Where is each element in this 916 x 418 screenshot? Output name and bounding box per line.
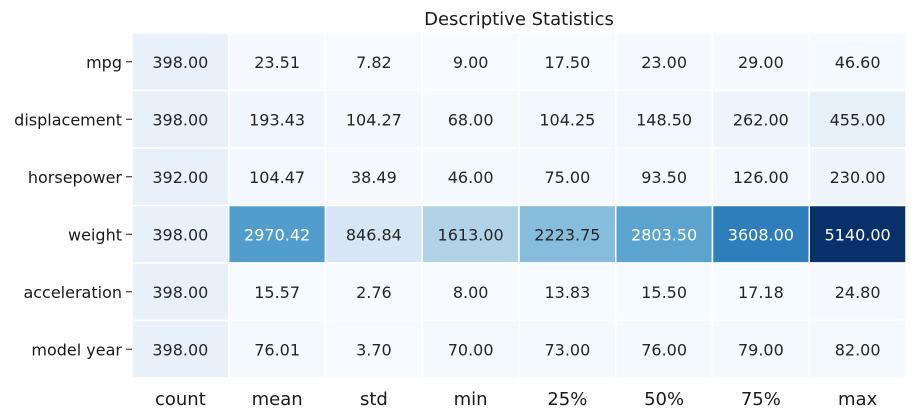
cell-value-label: 23.00 (641, 53, 687, 72)
heatmap-cell (711, 204, 810, 264)
heatmap-cell (324, 204, 423, 264)
cell-value-label: 15.57 (254, 283, 300, 302)
cell-value-label: 2970.42 (244, 225, 310, 244)
column-label: 75% (741, 389, 781, 410)
heatmap-cell (421, 89, 520, 149)
heatmap-cell (228, 89, 327, 149)
cell-value-label: 5140.00 (825, 225, 891, 244)
cell-value-label: 193.43 (249, 110, 305, 129)
row-label: displacement (14, 110, 122, 129)
heatmap-cell (518, 147, 617, 207)
cell-value-label: 24.80 (835, 283, 881, 302)
heatmap-cell (421, 262, 520, 322)
cell-value-label: 76.01 (254, 340, 300, 359)
cell-value-label: 148.50 (636, 110, 692, 129)
heatmap-cell (615, 32, 714, 92)
cell-value-label: 46.00 (448, 168, 494, 187)
heatmap-cell (808, 89, 907, 149)
cell-value-label: 7.82 (356, 53, 392, 72)
heatmap-cell (421, 147, 520, 207)
cell-value-label: 73.00 (544, 340, 590, 359)
column-label: mean (252, 389, 303, 410)
cell-value-label: 126.00 (733, 168, 789, 187)
row-label: weight (68, 225, 122, 244)
row-label: mpg (86, 53, 122, 72)
row-label: horsepower (28, 168, 123, 187)
cell-value-label: 75.00 (544, 168, 590, 187)
cell-value-label: 398.00 (152, 283, 208, 302)
cell-value-label: 3608.00 (728, 225, 794, 244)
cell-value-label: 398.00 (152, 225, 208, 244)
cell-value-label: 23.51 (254, 53, 300, 72)
row-label: model year (31, 340, 122, 359)
heatmap-cell (518, 204, 617, 264)
column-label: 50% (644, 389, 684, 410)
column-labels: count mean std min 25% 50% 75% max (155, 389, 878, 410)
cell-value-label: 2.76 (356, 283, 392, 302)
cell-value-label: 9.00 (453, 53, 489, 72)
cell-value-label: 76.00 (641, 340, 687, 359)
row-label: acceleration (23, 283, 122, 302)
heatmap-cell (324, 32, 423, 92)
cell-value-label: 398.00 (152, 53, 208, 72)
heatmap-cell (228, 32, 327, 92)
cell-value-label: 846.84 (346, 225, 402, 244)
cell-value-label: 104.47 (249, 168, 305, 187)
cell-value-label: 2223.75 (534, 225, 600, 244)
column-label: min (454, 389, 488, 410)
cell-value-label: 46.60 (835, 53, 881, 72)
cell-value-label: 38.49 (351, 168, 397, 187)
heatmap-cell (711, 147, 810, 207)
heatmap-cell (808, 32, 907, 92)
heatmap-cell (808, 147, 907, 207)
heatmap-cell (615, 319, 714, 379)
heatmap-cell (518, 262, 617, 322)
heatmap-cell (324, 319, 423, 379)
heatmap-cells: 398.00 23.51 7.82 9.00 17.50 23.00 29.00 46.60 3… (131, 32, 907, 379)
heatmap-cell (421, 204, 520, 264)
cell-value-label: 104.25 (539, 110, 595, 129)
heatmap-cell (711, 262, 810, 322)
heatmap-cell (808, 319, 907, 379)
column-label: max (838, 389, 878, 410)
cell-value-label: 2803.50 (631, 225, 697, 244)
cell-value-label: 398.00 (152, 110, 208, 129)
cell-value-label: 262.00 (733, 110, 789, 129)
cell-value-label: 15.50 (641, 283, 687, 302)
cell-value-label: 3.70 (356, 340, 392, 359)
cell-value-label: 455.00 (830, 110, 886, 129)
column-label: 25% (547, 389, 587, 410)
heatmap-cell (711, 319, 810, 379)
cell-value-label: 392.00 (152, 168, 208, 187)
heatmap-cell (228, 319, 327, 379)
cell-value-label: 82.00 (835, 340, 881, 359)
heatmap-cell (324, 147, 423, 207)
heatmap-cell (131, 32, 230, 92)
cell-value-label: 29.00 (738, 53, 784, 72)
heatmap-cell (808, 262, 907, 322)
cell-value-label: 230.00 (830, 168, 886, 187)
cell-value-label: 8.00 (453, 283, 489, 302)
cell-value-label: 1613.00 (438, 225, 504, 244)
column-label: std (360, 389, 388, 410)
cell-value-label: 104.27 (346, 110, 402, 129)
cell-value-label: 79.00 (738, 340, 784, 359)
cell-value-label: 68.00 (448, 110, 494, 129)
heatmap-cell (615, 89, 714, 149)
heatmap-cell (131, 319, 230, 379)
cell-value-label: 70.00 (448, 340, 494, 359)
row-labels: mpg displacement horsepower weight accelerat… (14, 53, 132, 359)
cell-value-label: 13.83 (544, 283, 590, 302)
column-label: count (155, 389, 206, 410)
heatmap-cell (518, 319, 617, 379)
chart-title: Descriptive Statistics (424, 9, 614, 30)
cell-value-label: 398.00 (152, 340, 208, 359)
heatmap-cell (615, 147, 714, 207)
heatmap-cell (228, 147, 327, 207)
cell-value-label: 93.50 (641, 168, 687, 187)
cell-value-label: 17.18 (738, 283, 784, 302)
cell-value-label: 17.50 (544, 53, 590, 72)
